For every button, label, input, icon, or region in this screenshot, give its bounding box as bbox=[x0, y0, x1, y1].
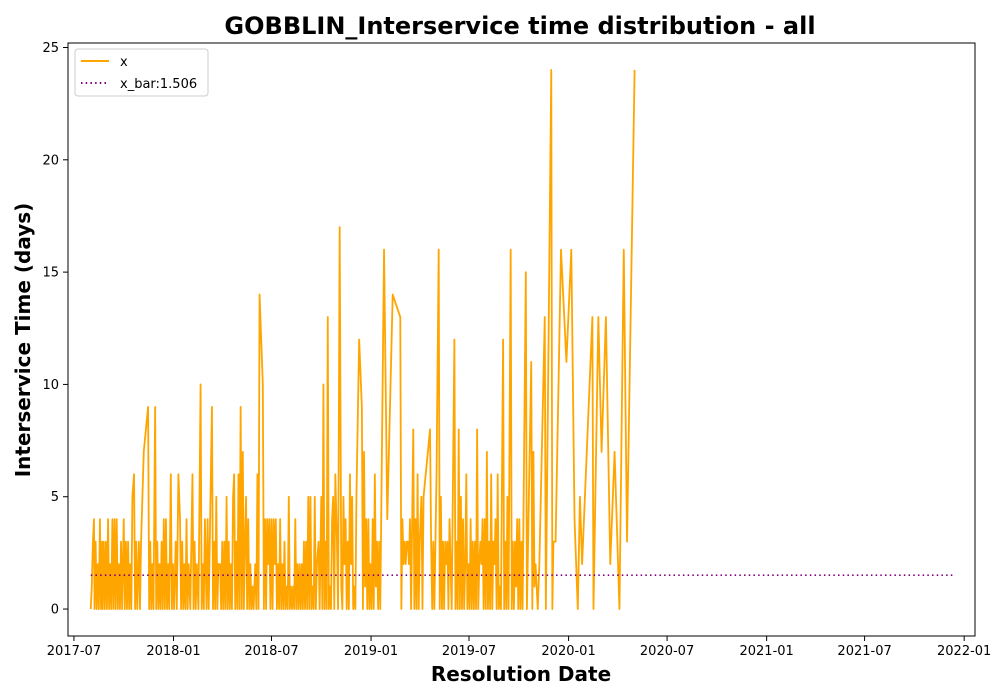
x-tick-label: 2018-07 bbox=[244, 644, 298, 659]
y-axis-label: Interservice Time (days) bbox=[11, 203, 35, 478]
plot-area bbox=[67, 42, 976, 637]
series-layer bbox=[89, 69, 954, 610]
x-tick-label: 2021-01 bbox=[739, 644, 793, 659]
y-tick-label: 0 bbox=[51, 603, 59, 618]
y-tick-label: 10 bbox=[42, 378, 59, 393]
y-tick-label: 15 bbox=[42, 266, 59, 281]
x-tick-label: 2022-01 bbox=[937, 644, 991, 659]
x-tick-label: 2020-07 bbox=[640, 644, 694, 659]
legend-label-x: x bbox=[120, 55, 128, 70]
x-axis-label: Resolution Date bbox=[431, 662, 611, 686]
y-axis: 0 5 10 15 20 25 bbox=[42, 41, 68, 618]
y-tick-label: 20 bbox=[42, 153, 59, 168]
y-tick-label: 5 bbox=[51, 490, 59, 505]
series-line bbox=[89, 69, 636, 610]
x-tick-label: 2019-07 bbox=[442, 644, 496, 659]
x-tick-label: 2019-01 bbox=[344, 644, 398, 659]
y-tick-label: 25 bbox=[42, 41, 59, 56]
x-axis: 2017-07 2018-01 2018-07 2019-01 2019-07 2020-… bbox=[47, 636, 991, 659]
x-tick-label: 2018-01 bbox=[146, 644, 200, 659]
x-tick-label: 2017-07 bbox=[47, 644, 101, 659]
x-tick-label: 2021-07 bbox=[837, 644, 891, 659]
x-tick-label: 2020-01 bbox=[541, 644, 595, 659]
legend-label-x-bar: x_bar:1.506 bbox=[120, 77, 197, 92]
legend: x x_bar:1.506 bbox=[74, 48, 209, 97]
chart-title: GOBBLIN_Interservice time distribution -… bbox=[224, 12, 815, 40]
